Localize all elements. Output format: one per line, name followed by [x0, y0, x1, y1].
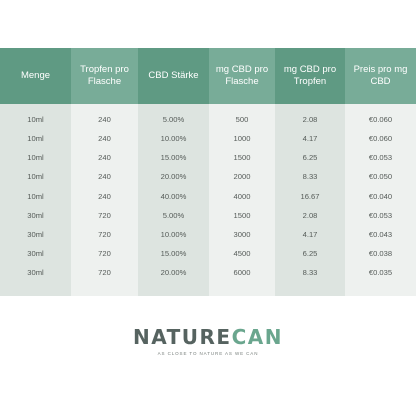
- cell-preis: €0.053: [345, 205, 416, 225]
- cell-mg-flasche: 4500: [209, 244, 275, 264]
- table-row: 30ml 720 20.00% 6000 8.33 €0.035: [0, 263, 416, 283]
- header-mg-cbd-pro-tropfen: mg CBD pro Tropfen: [275, 48, 345, 104]
- cell-tropfen: 240: [71, 186, 138, 206]
- cell-mg-tropfen: 2.08: [275, 205, 345, 225]
- table-body: 10ml 240 5.00% 500 2.08 €0.060 10ml 240 10.00% 10…: [0, 104, 416, 296]
- cell-staerke: 40.00%: [138, 186, 209, 206]
- cell-tropfen: 720: [71, 224, 138, 245]
- header-tropfen-pro-flasche: Tropfen pro Flasche: [71, 48, 138, 104]
- cell-mg-flasche: 1500: [209, 148, 275, 168]
- cell-mg-tropfen: 6.25: [275, 244, 345, 264]
- header-preis-pro-mg-cbd: Preis pro mg CBD: [345, 48, 416, 104]
- table-header: Menge Tropfen pro Flasche CBD Stärke mg CBD…: [0, 48, 416, 104]
- cell-staerke: 10.00%: [138, 129, 209, 149]
- header-row: Menge Tropfen pro Flasche CBD Stärke mg CBD…: [0, 48, 416, 104]
- cell-tropfen: 240: [71, 104, 138, 129]
- logo-tagline: AS CLOSE TO NATURE AS WE CAN: [157, 351, 259, 356]
- cell-mg-flasche: 500: [209, 104, 275, 129]
- table-filler-cell: [0, 282, 71, 296]
- cell-preis: €0.040: [345, 186, 416, 206]
- cell-mg-tropfen: 4.17: [275, 129, 345, 149]
- table-filler-row: [0, 282, 416, 296]
- cell-tropfen: 240: [71, 167, 138, 187]
- cell-staerke: 15.00%: [138, 244, 209, 264]
- cell-menge: 30ml: [0, 224, 71, 245]
- logo-word-can: CAN: [231, 325, 283, 349]
- table-row: 30ml 720 15.00% 4500 6.25 €0.038: [0, 244, 416, 264]
- cell-mg-tropfen: 16.67: [275, 186, 345, 206]
- cell-mg-flasche: 2000: [209, 167, 275, 187]
- pricing-table: Menge Tropfen pro Flasche CBD Stärke mg CBD…: [0, 48, 416, 296]
- table-row: 30ml 720 10.00% 3000 4.17 €0.043: [0, 224, 416, 245]
- table-filler-cell: [345, 282, 416, 296]
- cell-mg-flasche: 1000: [209, 129, 275, 149]
- cell-mg-tropfen: 8.33: [275, 167, 345, 187]
- logo-wordmark: NATURECAN: [0, 326, 416, 348]
- cell-preis: €0.053: [345, 148, 416, 168]
- cell-menge: 10ml: [0, 129, 71, 149]
- cell-tropfen: 720: [71, 244, 138, 264]
- table-filler-cell: [71, 282, 138, 296]
- cell-mg-flasche: 1500: [209, 205, 275, 225]
- cell-preis: €0.060: [345, 129, 416, 149]
- table-filler-cell: [275, 282, 345, 296]
- cell-preis: €0.035: [345, 263, 416, 283]
- cell-mg-flasche: 3000: [209, 224, 275, 245]
- cell-mg-tropfen: 6.25: [275, 148, 345, 168]
- cell-mg-tropfen: 4.17: [275, 224, 345, 245]
- cell-tropfen: 720: [71, 205, 138, 225]
- cell-menge: 30ml: [0, 263, 71, 283]
- table-row: 10ml 240 10.00% 1000 4.17 €0.060: [0, 129, 416, 149]
- cell-tropfen: 240: [71, 129, 138, 149]
- cell-mg-flasche: 4000: [209, 186, 275, 206]
- cell-staerke: 15.00%: [138, 148, 209, 168]
- cell-tropfen: 720: [71, 263, 138, 283]
- cell-staerke: 20.00%: [138, 263, 209, 283]
- cell-menge: 10ml: [0, 186, 71, 206]
- cell-staerke: 5.00%: [138, 104, 209, 129]
- cell-mg-tropfen: 2.08: [275, 104, 345, 129]
- table-filler-cell: [209, 282, 275, 296]
- cell-menge: 10ml: [0, 104, 71, 129]
- naturecan-logo: NATURECAN AS CLOSE TO NATURE AS WE CAN: [0, 326, 416, 357]
- table-row: 10ml 240 5.00% 500 2.08 €0.060: [0, 104, 416, 129]
- table-row: 10ml 240 15.00% 1500 6.25 €0.053: [0, 148, 416, 168]
- cell-preis: €0.050: [345, 167, 416, 187]
- cell-menge: 30ml: [0, 205, 71, 225]
- table-row: 30ml 720 5.00% 1500 2.08 €0.053: [0, 205, 416, 225]
- header-cbd-staerke: CBD Stärke: [138, 48, 209, 104]
- table-row: 10ml 240 40.00% 4000 16.67 €0.040: [0, 186, 416, 206]
- table-row: 10ml 240 20.00% 2000 8.33 €0.050: [0, 167, 416, 187]
- header-mg-cbd-pro-flasche: mg CBD pro Flasche: [209, 48, 275, 104]
- pricing-table-container: Menge Tropfen pro Flasche CBD Stärke mg CBD…: [0, 48, 416, 310]
- cell-tropfen: 240: [71, 148, 138, 168]
- logo-word-nature: NATURE: [132, 325, 232, 349]
- cell-mg-flasche: 6000: [209, 263, 275, 283]
- cell-preis: €0.043: [345, 224, 416, 245]
- cell-mg-tropfen: 8.33: [275, 263, 345, 283]
- table-filler-cell: [138, 282, 209, 296]
- cell-staerke: 10.00%: [138, 224, 209, 245]
- header-menge: Menge: [0, 48, 71, 104]
- cell-preis: €0.038: [345, 244, 416, 264]
- cell-menge: 10ml: [0, 167, 71, 187]
- cell-menge: 10ml: [0, 148, 71, 168]
- cell-staerke: 5.00%: [138, 205, 209, 225]
- cell-staerke: 20.00%: [138, 167, 209, 187]
- cell-preis: €0.060: [345, 104, 416, 129]
- cell-menge: 30ml: [0, 244, 71, 264]
